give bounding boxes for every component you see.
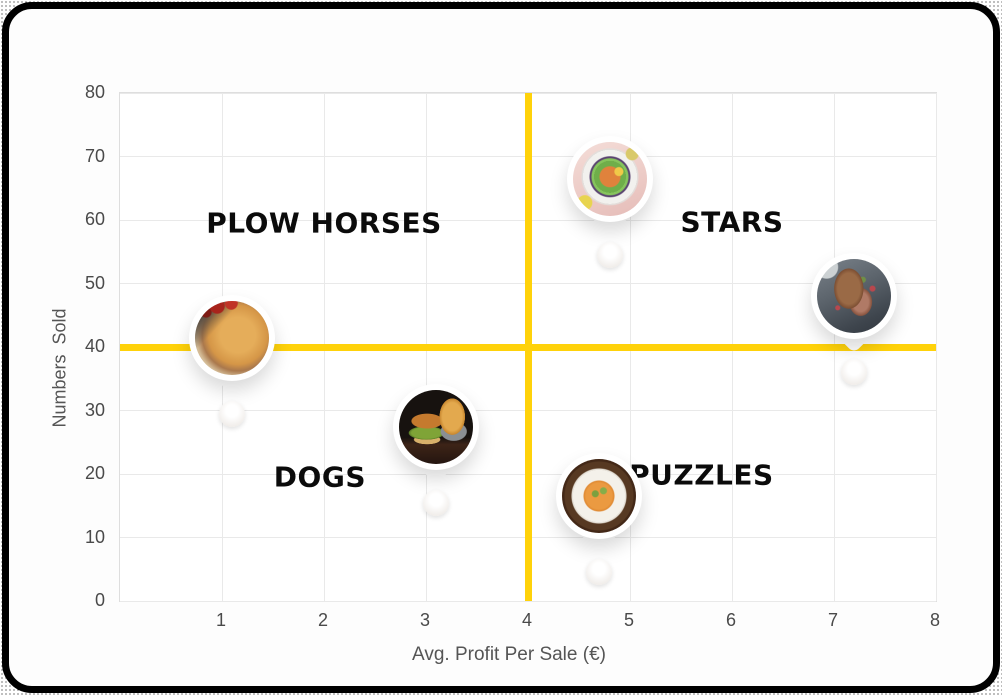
x-tick-8: 8 (929, 610, 940, 630)
y-tick-60: 60 (84, 209, 105, 229)
x-tick-2: 2 (317, 610, 328, 630)
y-tick-10: 10 (84, 526, 105, 547)
quadrant-label-puzzles: PUZZLES (629, 458, 774, 492)
pin-anchor-dot (586, 559, 613, 586)
y-tick-70: 70 (84, 145, 105, 166)
quadrant-label-dogs: DOGS (273, 460, 367, 494)
x-tick-1: 1 (215, 610, 226, 630)
pin-anchor-dot (219, 400, 246, 427)
x-tick-6: 6 (725, 610, 736, 630)
crosshair-horizontal-line (120, 343, 936, 351)
y-tick-40: 40 (84, 336, 105, 356)
pin-anchor-dot (596, 241, 623, 268)
quadrant-label-plow-horses: PLOW HORSES (206, 206, 442, 240)
x-tick-7: 7 (827, 610, 838, 630)
y-axis-title: Numbers Sold (49, 308, 70, 428)
steak-photo (817, 259, 892, 334)
spaghetti-photo (195, 300, 270, 375)
plot-area: PLOW HORSES STARS DOGS PUZZLES (119, 92, 937, 602)
burger-and-fries-photo (399, 389, 474, 464)
poke-bowl-photo (572, 141, 647, 216)
gridline-x-8 (935, 93, 937, 601)
y-tick-80: 80 (84, 82, 105, 102)
x-tick-3: 3 (419, 610, 430, 630)
x-tick-5: 5 (623, 610, 634, 630)
gridline-y-0 (120, 600, 936, 602)
pin-anchor-dot (423, 489, 450, 516)
tomato-soup-photo (562, 459, 637, 534)
y-tick-0: 0 (94, 590, 105, 610)
y-tick-30: 30 (84, 399, 105, 420)
chart-card: PLOW HORSES STARS DOGS PUZZLES 0 10 20 30 40 50 6… (8, 8, 994, 687)
y-tick-20: 20 (84, 463, 105, 483)
pin-anchor-dot (841, 359, 868, 386)
x-axis-title: Avg. Profit Per Sale (€) (412, 644, 606, 665)
quadrant-label-stars: STARS (680, 205, 784, 239)
y-tick-50: 50 (84, 272, 105, 293)
x-tick-4: 4 (521, 610, 532, 630)
